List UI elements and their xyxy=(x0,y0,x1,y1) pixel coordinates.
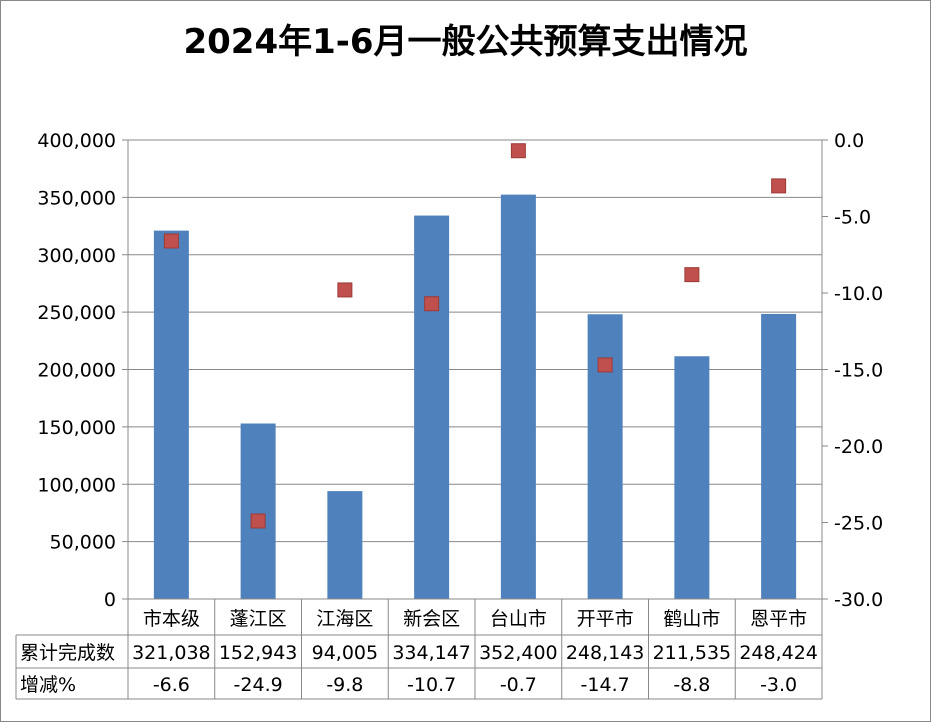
left-tick-label: 350,000 xyxy=(37,187,116,209)
table-row-label: 累计完成数 xyxy=(20,642,115,664)
bar-江海区 xyxy=(327,491,363,599)
bar-蓬江区 xyxy=(240,423,276,599)
marker-台山市 xyxy=(510,143,526,159)
bar-鹤山市 xyxy=(674,356,710,599)
table-row-label: 增减% xyxy=(20,674,76,696)
right-tick-label: -5.0 xyxy=(834,207,871,229)
category-label: 市本级 xyxy=(143,608,200,630)
right-tick-label: -30.0 xyxy=(834,589,883,611)
table-value: -8.8 xyxy=(673,674,710,696)
marker-市本级 xyxy=(163,233,179,249)
table-value: -10.7 xyxy=(407,674,456,696)
bar-台山市 xyxy=(500,194,536,599)
table-value: -14.7 xyxy=(581,674,630,696)
table-value: -3.0 xyxy=(760,674,797,696)
table-value: 248,424 xyxy=(739,642,818,664)
table-value: 152,943 xyxy=(219,642,298,664)
table-value: -24.9 xyxy=(234,674,283,696)
right-tick-label: -25.0 xyxy=(834,513,883,535)
right-tick-label: -15.0 xyxy=(834,360,883,382)
table-value: -6.6 xyxy=(153,674,190,696)
table-value: 211,535 xyxy=(653,642,732,664)
left-tick-label: 300,000 xyxy=(37,245,116,267)
right-tick-label: 0.0 xyxy=(834,130,864,152)
marker-开平市 xyxy=(597,357,613,373)
marker-蓬江区 xyxy=(250,513,266,529)
bar-市本级 xyxy=(153,230,189,600)
marker-鹤山市 xyxy=(684,267,700,283)
marker-江海区 xyxy=(337,282,353,298)
left-tick-label: 0 xyxy=(104,589,116,611)
category-label: 蓬江区 xyxy=(230,608,287,630)
table-value: 352,400 xyxy=(479,642,558,664)
category-label: 鹤山市 xyxy=(663,608,720,630)
bar-新会区 xyxy=(414,215,450,599)
bar-开平市 xyxy=(587,314,623,599)
category-label: 江海区 xyxy=(316,608,373,630)
table-value: -0.7 xyxy=(500,674,537,696)
left-tick-label: 100,000 xyxy=(37,474,116,496)
table-value: 334,147 xyxy=(392,642,471,664)
left-tick-label: 50,000 xyxy=(50,532,116,554)
category-label: 新会区 xyxy=(403,608,460,630)
table-value: 321,038 xyxy=(132,642,211,664)
left-tick-label: 250,000 xyxy=(37,302,116,324)
table-value: -9.8 xyxy=(326,674,363,696)
category-label: 台山市 xyxy=(490,608,547,630)
left-tick-label: 400,000 xyxy=(37,130,116,152)
right-tick-label: -10.0 xyxy=(834,283,883,305)
marker-新会区 xyxy=(424,296,440,312)
category-label: 恩平市 xyxy=(750,608,807,630)
chart-title: 2024年1-6月一般公共预算支出情况 xyxy=(183,22,748,62)
right-tick-label: -20.0 xyxy=(834,436,883,458)
table-value: 248,143 xyxy=(566,642,645,664)
category-label: 开平市 xyxy=(577,608,634,630)
marker-恩平市 xyxy=(771,178,787,194)
bar-恩平市 xyxy=(761,313,797,599)
table-value: 94,005 xyxy=(312,642,378,664)
left-tick-label: 200,000 xyxy=(37,360,116,382)
left-tick-label: 150,000 xyxy=(37,417,116,439)
